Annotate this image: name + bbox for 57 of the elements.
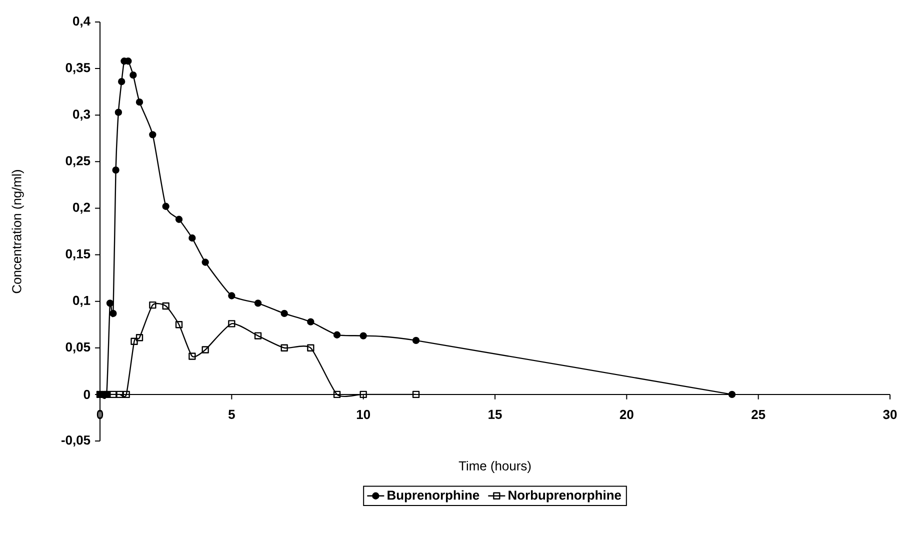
point xyxy=(360,390,367,398)
y-axis-title: Concentration (ng/ml) xyxy=(12,170,24,294)
point xyxy=(307,344,314,352)
x-axis-title: Time (hours) xyxy=(458,460,531,474)
point xyxy=(114,108,122,116)
point xyxy=(188,234,196,242)
x-tick-label: 5 xyxy=(228,410,235,419)
y-tick-label: 0,35 xyxy=(66,63,90,74)
y-tick-label: -0,05 xyxy=(61,435,90,447)
y-tick-label: 0,15 xyxy=(66,249,90,260)
point xyxy=(118,78,126,86)
x-tick-label: 25 xyxy=(752,410,766,420)
point xyxy=(202,258,209,266)
point xyxy=(412,390,420,398)
x-tick-label: 15 xyxy=(488,410,502,419)
point xyxy=(112,166,120,174)
y-tick-label: 0,4 xyxy=(73,16,90,28)
point xyxy=(116,390,124,398)
y-tick-label: 0 xyxy=(84,390,90,400)
point xyxy=(110,310,117,318)
x-tick-label: 30 xyxy=(883,410,897,420)
point xyxy=(333,331,341,338)
y-tick-label: 0,05 xyxy=(66,342,90,354)
point xyxy=(360,332,367,340)
point xyxy=(162,302,170,310)
point xyxy=(175,321,183,328)
point xyxy=(136,334,144,342)
point xyxy=(228,320,236,328)
point xyxy=(254,332,262,340)
point xyxy=(254,300,262,307)
point xyxy=(175,216,183,223)
point xyxy=(280,344,288,352)
point xyxy=(136,98,144,106)
y-tick-label: 0,1 xyxy=(73,296,90,307)
y-tick-label: 0,3 xyxy=(73,110,90,121)
point xyxy=(307,318,314,326)
point xyxy=(106,300,114,307)
point xyxy=(333,390,341,398)
point xyxy=(202,346,209,354)
point xyxy=(149,301,156,309)
point xyxy=(412,336,420,344)
point xyxy=(728,390,736,398)
y-tick-label: 0,2 xyxy=(73,202,90,214)
point xyxy=(122,390,130,398)
point xyxy=(228,292,236,300)
legend-label: Norbuprenorphine xyxy=(508,490,622,502)
point xyxy=(162,202,170,210)
legend-label: Buprenorphine xyxy=(388,490,480,502)
point xyxy=(110,390,117,398)
point xyxy=(188,352,196,360)
point xyxy=(149,131,156,138)
point xyxy=(130,338,138,345)
point xyxy=(130,71,137,79)
x-tick-label: 20 xyxy=(620,410,634,420)
y-tick-label: 0,25 xyxy=(66,156,90,168)
point xyxy=(280,310,288,318)
x-tick-label: 10 xyxy=(356,410,370,420)
